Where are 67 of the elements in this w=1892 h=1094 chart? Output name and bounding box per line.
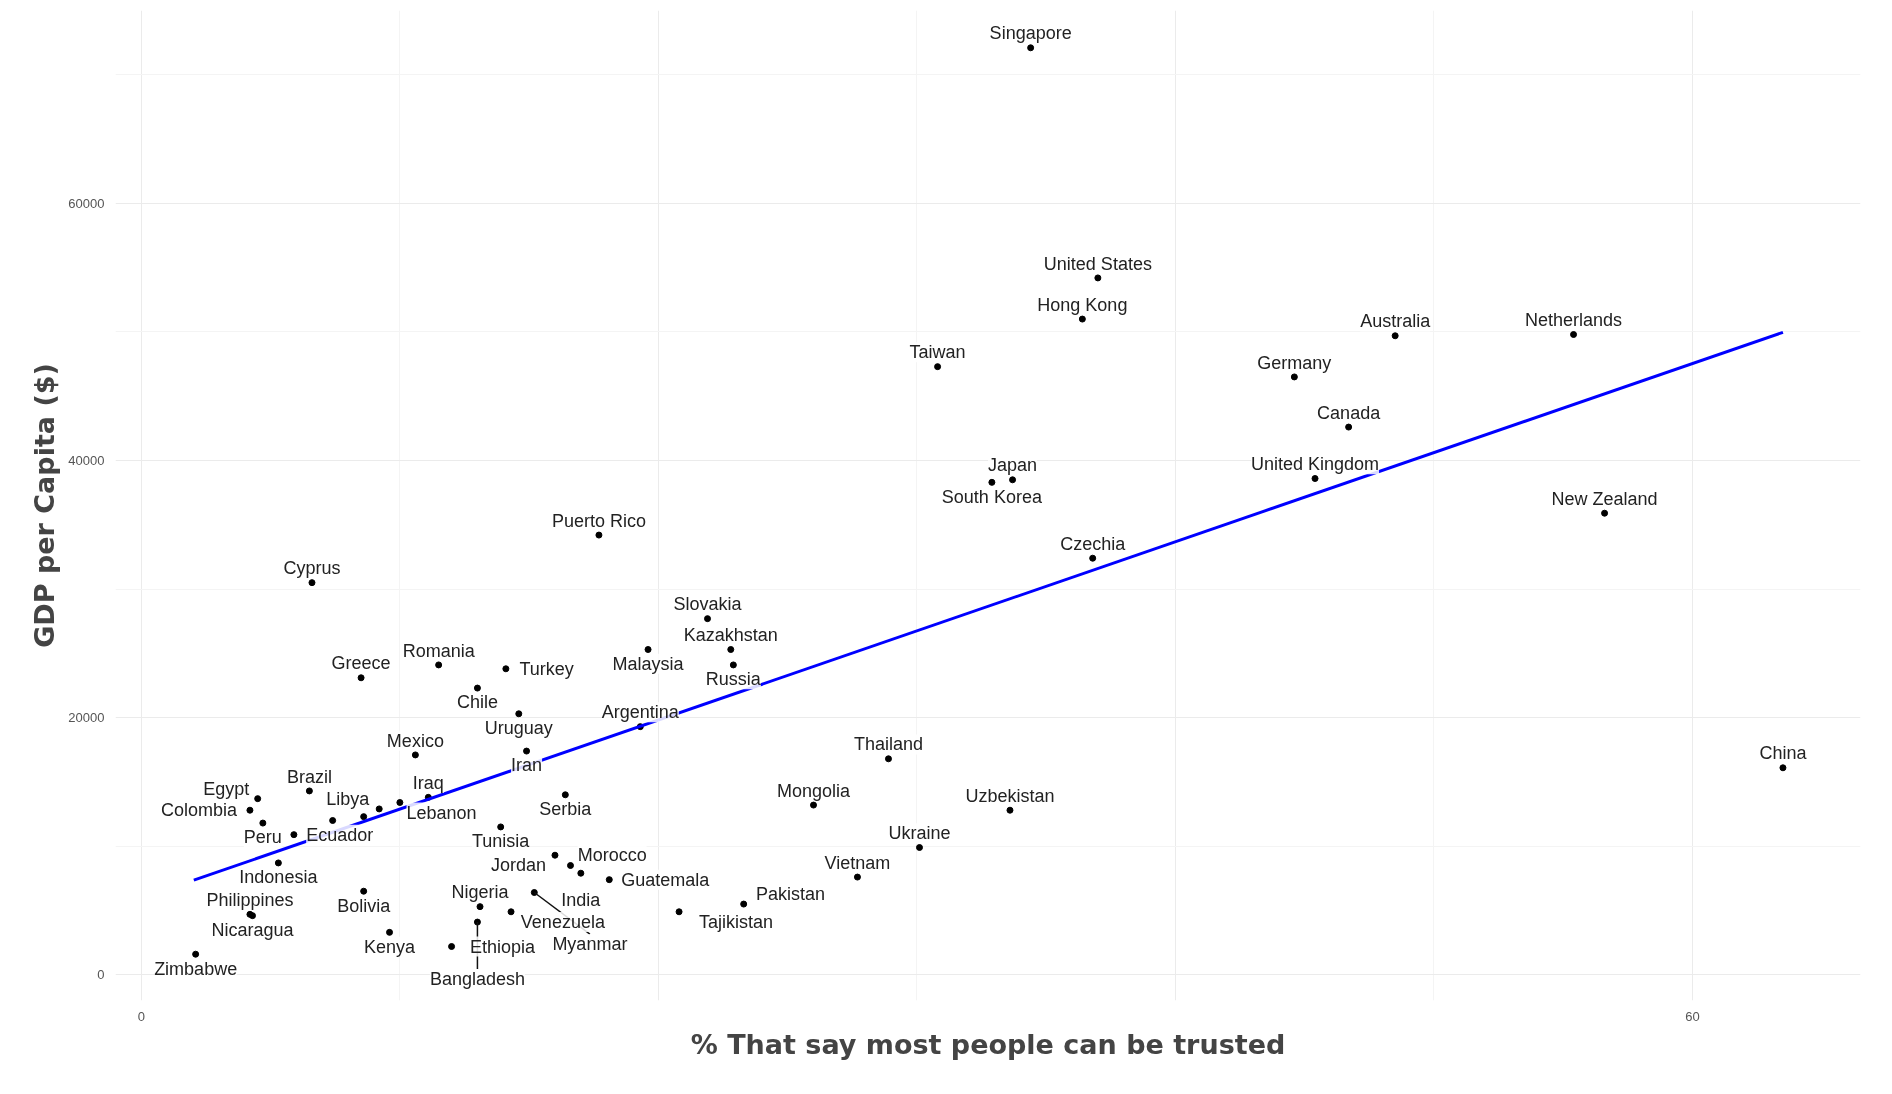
annotation: Canada bbox=[1317, 402, 1382, 423]
annotation: Russia bbox=[705, 669, 762, 690]
annotation: Romania bbox=[402, 640, 476, 661]
annotation: United States bbox=[1043, 253, 1152, 274]
annotation: Greece bbox=[331, 653, 391, 674]
y-axis-title: GDP per Capita ($) bbox=[29, 363, 61, 648]
annotation: Bolivia bbox=[337, 895, 392, 916]
annotation: Kenya bbox=[364, 936, 417, 957]
annotation: Japan bbox=[988, 455, 1038, 476]
annotation: Zimbabwe bbox=[154, 958, 238, 979]
y-tick-label: 0 bbox=[97, 967, 105, 983]
annotation: Iraq bbox=[412, 773, 444, 794]
annotation: Iran bbox=[511, 755, 543, 776]
annotation: Myanmar bbox=[552, 934, 628, 955]
annotation: China bbox=[1759, 743, 1808, 764]
annotation: Kazakhstan bbox=[683, 625, 778, 646]
annotation: Pakistan bbox=[755, 883, 825, 904]
annotation: Germany bbox=[1257, 352, 1332, 373]
annotation: Indonesia bbox=[239, 867, 319, 888]
annotation: Czechia bbox=[1060, 533, 1127, 554]
y-tick-label: 20000 bbox=[68, 710, 105, 726]
annotation: Vietnam bbox=[824, 852, 891, 873]
x-axis-title: % That say most people can be trusted bbox=[690, 1028, 1286, 1060]
annotation: Cyprus bbox=[283, 558, 341, 579]
annotation: Argentina bbox=[601, 702, 680, 723]
annotation: Jordan bbox=[490, 855, 546, 876]
annotation: Malaysia bbox=[612, 653, 685, 674]
annotation: Tajikistan bbox=[699, 911, 774, 932]
annotation: Bangladesh bbox=[429, 969, 525, 990]
annotation: Tunisia bbox=[472, 831, 531, 852]
annotation: Morocco bbox=[577, 845, 647, 866]
annotation: Uruguay bbox=[484, 718, 553, 739]
annotation: Turkey bbox=[519, 658, 574, 679]
annotation: Ukraine bbox=[888, 823, 951, 844]
annotation: Australia bbox=[1360, 311, 1432, 332]
annotation: Guatemala bbox=[621, 869, 711, 890]
annotation: Lebanon bbox=[406, 802, 477, 823]
annotation: Mongolia bbox=[776, 780, 852, 801]
annotation: Colombia bbox=[161, 800, 239, 821]
annotation: Thailand bbox=[853, 734, 923, 755]
annotation: Peru bbox=[243, 827, 282, 848]
annotation: Taiwan bbox=[909, 342, 966, 363]
x-tick-label: 60 bbox=[1685, 1008, 1700, 1024]
annotation: Brazil bbox=[286, 766, 332, 787]
annotation: Serbia bbox=[539, 799, 593, 820]
annotation: India bbox=[561, 889, 602, 910]
annotation: Ethiopia bbox=[469, 936, 536, 957]
annotation: Nicaragua bbox=[211, 919, 295, 940]
y-tick-label: 60000 bbox=[68, 195, 105, 211]
y-tick-label: 40000 bbox=[68, 453, 105, 468]
annotation: Hong Kong bbox=[1037, 294, 1128, 315]
annotation: Netherlands bbox=[1525, 310, 1623, 331]
annotation: Uzbekistan bbox=[965, 785, 1055, 806]
annotation: Singapore bbox=[989, 23, 1072, 44]
annotation: Chile bbox=[456, 692, 498, 713]
annotation: Slovakia bbox=[673, 594, 743, 615]
annotation: South Korea bbox=[941, 486, 1043, 507]
annotation: New Zealand bbox=[1551, 488, 1658, 509]
annotation: Egypt bbox=[203, 778, 250, 799]
annotation: Ecuador bbox=[306, 824, 374, 845]
annotation: Libya bbox=[326, 788, 371, 809]
annotation: United Kingdom bbox=[1250, 454, 1380, 475]
annotation: Venezuela bbox=[520, 911, 606, 932]
annotation: Philippines bbox=[206, 890, 294, 911]
annotation: Nigeria bbox=[451, 882, 510, 903]
annotation: Puerto Rico bbox=[551, 510, 646, 531]
annotation: Mexico bbox=[386, 730, 444, 751]
